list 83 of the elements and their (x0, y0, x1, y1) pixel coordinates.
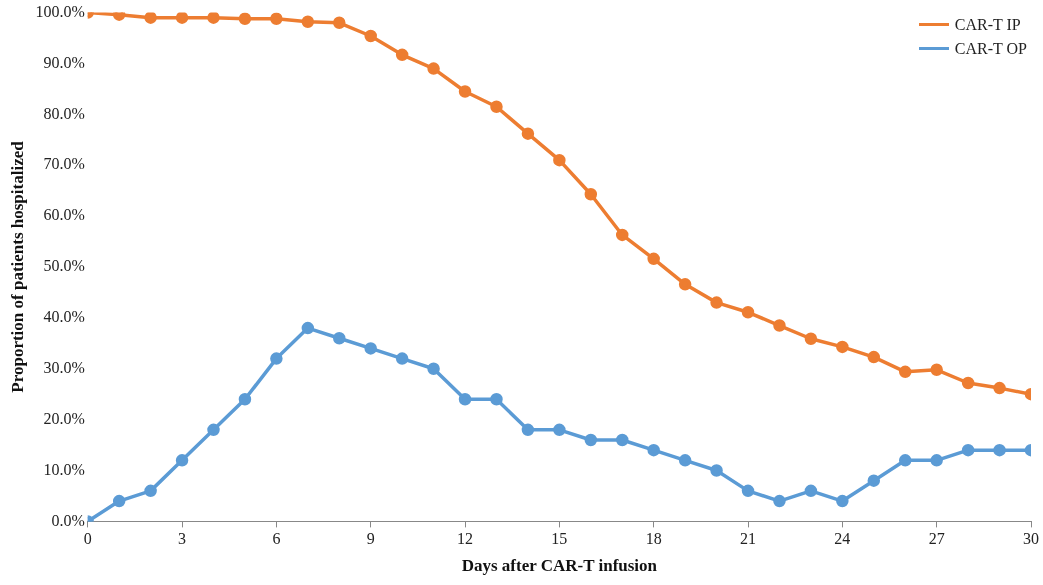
point (270, 12, 283, 25)
x-tick-label: 15 (551, 530, 568, 548)
y-tick-label: 10.0% (43, 460, 85, 478)
point (112, 494, 126, 508)
point (741, 306, 755, 319)
y-tick-label: 30.0% (43, 358, 85, 376)
x-tick-label: 24 (834, 530, 851, 548)
point (333, 16, 346, 30)
point (395, 352, 409, 365)
point (836, 494, 849, 508)
point (647, 252, 660, 266)
point (490, 100, 503, 113)
point (490, 393, 503, 406)
point (333, 331, 346, 345)
point (898, 454, 912, 467)
y-tick-label: 90.0% (43, 53, 85, 71)
y-tick-label: 20.0% (43, 409, 85, 427)
point (458, 85, 472, 98)
y-tick-label: 0.0% (51, 511, 85, 529)
point (678, 278, 692, 291)
y-tick-label: 80.0% (43, 104, 85, 122)
point (395, 48, 409, 62)
point (238, 12, 252, 25)
legend-label: CAR-T OP (954, 39, 1027, 58)
y-tick-label: 100.0% (35, 2, 85, 20)
point (175, 12, 189, 24)
x-tick-label: 12 (457, 530, 474, 548)
point (930, 454, 943, 467)
point (144, 484, 157, 498)
point (175, 454, 189, 467)
y-axis-title: Proportion of patients hospitalized (7, 140, 27, 393)
point (458, 393, 472, 406)
x-axis-title: Days after CAR-T infusion (461, 556, 658, 576)
point (678, 454, 692, 467)
point (993, 381, 1006, 395)
y-tick-label: 40.0% (43, 308, 85, 326)
point (616, 433, 629, 447)
point (364, 342, 377, 355)
point (993, 443, 1006, 457)
point (301, 15, 315, 29)
point (773, 494, 786, 508)
point (553, 153, 566, 167)
point (804, 484, 818, 498)
x-tick-label: 9 (366, 530, 375, 548)
point (207, 423, 220, 437)
point (804, 332, 818, 345)
x-tick-label: 18 (645, 530, 662, 548)
point (364, 29, 377, 43)
point (867, 474, 881, 487)
point (553, 423, 566, 437)
point (836, 340, 849, 354)
point (867, 350, 881, 364)
point (961, 376, 975, 390)
point (427, 62, 440, 75)
point (584, 433, 598, 447)
x-tick-label: 27 (928, 530, 945, 548)
point (741, 484, 755, 498)
point (930, 363, 943, 377)
point (898, 365, 912, 379)
point (521, 423, 535, 437)
point (773, 319, 786, 332)
point (961, 443, 975, 457)
point (521, 127, 535, 140)
x-tick-label: 3 (178, 530, 187, 548)
point (584, 187, 598, 201)
point (238, 393, 252, 406)
point (647, 443, 660, 457)
y-tick-label: 70.0% (43, 155, 85, 173)
point (270, 352, 283, 365)
point (616, 228, 629, 242)
y-tick-label: 60.0% (43, 206, 85, 224)
point (427, 362, 440, 376)
point (710, 296, 723, 309)
point (207, 12, 220, 24)
point (144, 12, 157, 24)
point (710, 464, 723, 477)
y-tick-label: 50.0% (43, 257, 85, 275)
x-tick-label: 0 (83, 530, 92, 548)
x-tick-label: 21 (740, 530, 757, 548)
x-tick-label: 6 (272, 530, 281, 548)
x-tick-label: 30 (1023, 530, 1039, 548)
point (301, 321, 315, 335)
legend-label: CAR-T IP (954, 15, 1021, 34)
